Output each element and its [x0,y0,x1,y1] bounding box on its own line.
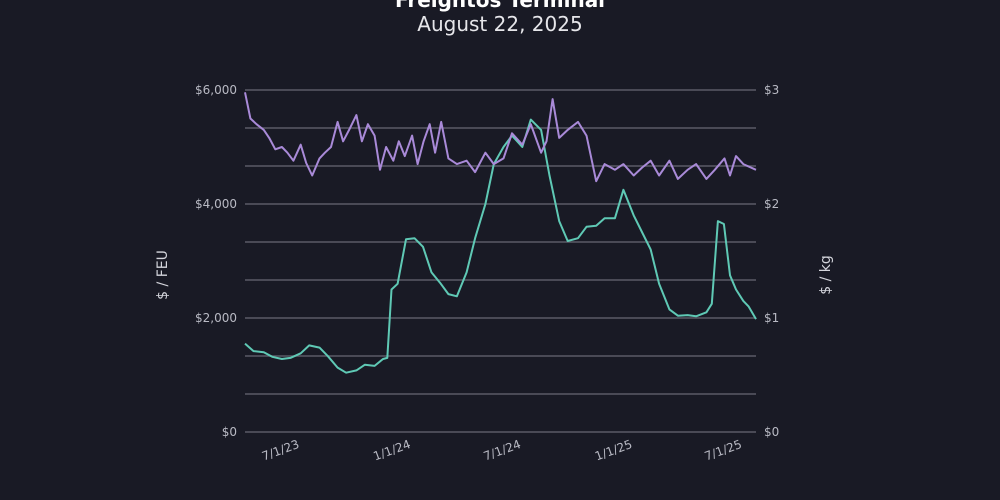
x-tick-label: 7/1/23 [260,437,301,463]
x-axis-ticks: 7/1/23 1/1/24 7/1/24 1/1/25 7/1/25 [260,437,744,463]
chart-subtitle: August 22, 2025 [417,12,583,36]
left-axis-label: $ / FEU [155,250,171,300]
x-tick-label: 7/1/24 [482,437,523,463]
series-line-right [244,92,757,183]
right-axis-label: $ / kg [818,255,834,295]
right-tick-label: $2 [764,197,779,211]
x-tick-label: 7/1/25 [703,437,744,463]
chart-title: Freightos Terminal [394,0,606,12]
x-tick-label: 1/1/24 [371,437,412,463]
left-tick-label: $4,000 [195,197,237,211]
left-axis-ticks: $0 $2,000 $4,000 $6,000 [195,83,237,439]
series-lines [244,92,757,374]
x-tick-label: 1/1/25 [593,437,634,463]
left-tick-label: $0 [222,425,237,439]
left-tick-label: $6,000 [195,83,237,97]
right-axis-ticks: $0 $1 $2 $3 [764,83,779,439]
left-tick-label: $2,000 [195,311,237,325]
series-line-left [244,118,757,374]
right-tick-label: $0 [764,425,779,439]
right-tick-label: $1 [764,311,779,325]
gridlines [245,89,756,433]
right-tick-label: $3 [764,83,779,97]
